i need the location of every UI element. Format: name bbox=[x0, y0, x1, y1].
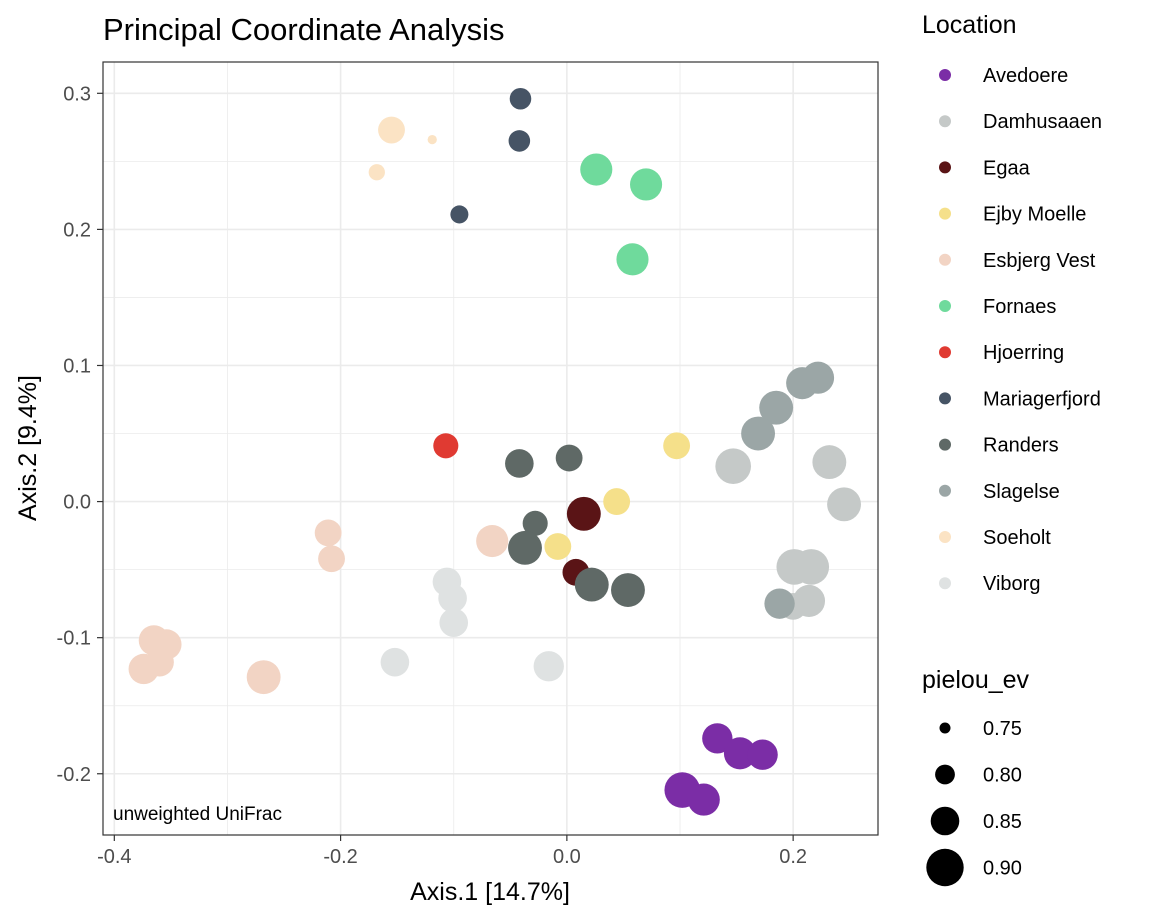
size-legend-label: 0.85 bbox=[983, 811, 1022, 833]
size-legend: pielou_ev 0.75 0.80 0.85 0.90 bbox=[922, 666, 1030, 887]
point-soeholt bbox=[427, 134, 437, 145]
point-randers bbox=[522, 510, 548, 536]
point-hjoerring bbox=[433, 433, 459, 459]
point-randers bbox=[555, 444, 583, 472]
legend-label: Soeholt bbox=[983, 527, 1051, 549]
point-avedoere bbox=[723, 737, 757, 770]
size-key bbox=[935, 764, 955, 785]
legend-key-esbjerg-vest bbox=[939, 253, 951, 266]
legend-key-randers bbox=[939, 438, 951, 451]
point-damhusaaen bbox=[793, 549, 830, 585]
grid-lines bbox=[103, 62, 878, 835]
panel-background bbox=[103, 62, 878, 835]
point-avedoere bbox=[747, 739, 778, 770]
y-tick-label: 0.3 bbox=[63, 83, 91, 105]
legend-label: Esbjerg Vest bbox=[983, 250, 1096, 272]
size-key bbox=[930, 806, 960, 836]
point-slagelse bbox=[741, 416, 776, 451]
point-fornaes bbox=[580, 153, 613, 186]
y-tick-label: 0.2 bbox=[63, 219, 91, 241]
legend-key-ejby-moelle bbox=[939, 207, 951, 220]
point-randers bbox=[508, 530, 542, 565]
legend-key-mariagerfjord bbox=[939, 392, 951, 405]
legend-label: Randers bbox=[983, 435, 1059, 457]
legend-key-avedoere bbox=[939, 69, 951, 81]
y-tick-label: -0.2 bbox=[57, 764, 91, 786]
size-legend-title: pielou_ev bbox=[922, 666, 1030, 694]
legend-label: Egaa bbox=[983, 157, 1031, 179]
chart-title: Principal Coordinate Analysis bbox=[103, 12, 505, 47]
size-key bbox=[939, 722, 951, 734]
y-axis-ticks: -0.2 -0.1 0.0 0.1 0.2 0.3 bbox=[57, 83, 103, 786]
point-mariagerfjord bbox=[450, 205, 469, 224]
size-legend-label: 0.80 bbox=[983, 765, 1022, 787]
plot-panel: unweighted UniFrac bbox=[102, 61, 879, 836]
x-tick-label: -0.4 bbox=[97, 846, 131, 868]
y-axis-title: Axis.2 [9.4%] bbox=[14, 375, 42, 521]
point-slagelse bbox=[786, 367, 819, 400]
legend-key-slagelse bbox=[939, 484, 951, 497]
size-legend-label: 0.90 bbox=[983, 858, 1022, 880]
x-tick-label: 0.2 bbox=[779, 846, 807, 868]
point-damhusaaen bbox=[812, 445, 847, 480]
y-tick-label: 0.1 bbox=[63, 355, 91, 377]
point-mariagerfjord bbox=[508, 130, 531, 152]
x-axis-title: Axis.1 [14.7%] bbox=[410, 878, 570, 906]
legend-label: Ejby Moelle bbox=[983, 204, 1086, 226]
legend-key-hjoerring bbox=[939, 346, 951, 359]
point-fornaes bbox=[616, 243, 649, 276]
point-esbjerg-vest bbox=[318, 545, 345, 573]
point-ejby-moelle bbox=[544, 533, 572, 560]
x-tick-label: 0.0 bbox=[553, 846, 581, 868]
point-damhusaaen bbox=[715, 448, 752, 485]
legend-key-viborg bbox=[939, 577, 951, 590]
x-tick-label: -0.2 bbox=[323, 846, 357, 868]
point-viborg bbox=[533, 651, 564, 682]
color-legend: Location Avedoere Damhusaaen Egaa Ejby Moel… bbox=[922, 11, 1102, 595]
point-viborg bbox=[438, 583, 467, 613]
point-esbjerg-vest bbox=[128, 653, 159, 685]
point-esbjerg-vest bbox=[246, 660, 281, 695]
legend-key-damhusaaen bbox=[939, 115, 951, 128]
point-avedoere bbox=[687, 783, 720, 816]
panel-border bbox=[102, 61, 879, 836]
point-viborg bbox=[380, 647, 410, 677]
point-slagelse bbox=[759, 390, 794, 425]
legend-label: Viborg bbox=[983, 573, 1040, 595]
point-damhusaaen bbox=[827, 487, 861, 522]
point-esbjerg-vest bbox=[314, 519, 342, 547]
point-slagelse bbox=[764, 588, 795, 619]
size-key bbox=[926, 848, 964, 887]
y-tick-label: -0.1 bbox=[57, 628, 91, 650]
point-randers bbox=[611, 573, 645, 607]
point-soeholt bbox=[368, 164, 385, 181]
legend-label: Fornaes bbox=[983, 296, 1056, 318]
legend-key-soeholt bbox=[939, 531, 951, 543]
point-randers bbox=[505, 449, 534, 478]
x-axis-ticks: -0.4 -0.2 0.0 0.2 bbox=[97, 835, 807, 868]
point-fornaes bbox=[630, 168, 663, 201]
legend-label: Avedoere bbox=[983, 65, 1068, 87]
point-randers bbox=[574, 567, 609, 602]
point-ejby-moelle bbox=[603, 488, 631, 515]
legend-label: Slagelse bbox=[983, 481, 1060, 503]
legend-key-fornaes bbox=[939, 300, 951, 312]
legend-label: Damhusaaen bbox=[983, 111, 1102, 133]
data-points bbox=[128, 87, 861, 816]
size-legend-label: 0.75 bbox=[983, 718, 1022, 740]
color-legend-title: Location bbox=[922, 11, 1017, 39]
point-soeholt bbox=[378, 116, 405, 144]
point-ejby-moelle bbox=[663, 432, 691, 460]
point-viborg bbox=[439, 608, 469, 637]
legend-key-egaa bbox=[939, 161, 951, 174]
legend-label: Hjoerring bbox=[983, 342, 1064, 364]
point-avedoere bbox=[702, 723, 733, 754]
point-egaa bbox=[566, 496, 601, 531]
legend-label: Mariagerfjord bbox=[983, 388, 1101, 410]
distance-annotation: unweighted UniFrac bbox=[113, 804, 282, 825]
point-mariagerfjord bbox=[509, 87, 532, 110]
point-esbjerg-vest bbox=[476, 524, 509, 558]
y-tick-label: 0.0 bbox=[63, 492, 91, 514]
